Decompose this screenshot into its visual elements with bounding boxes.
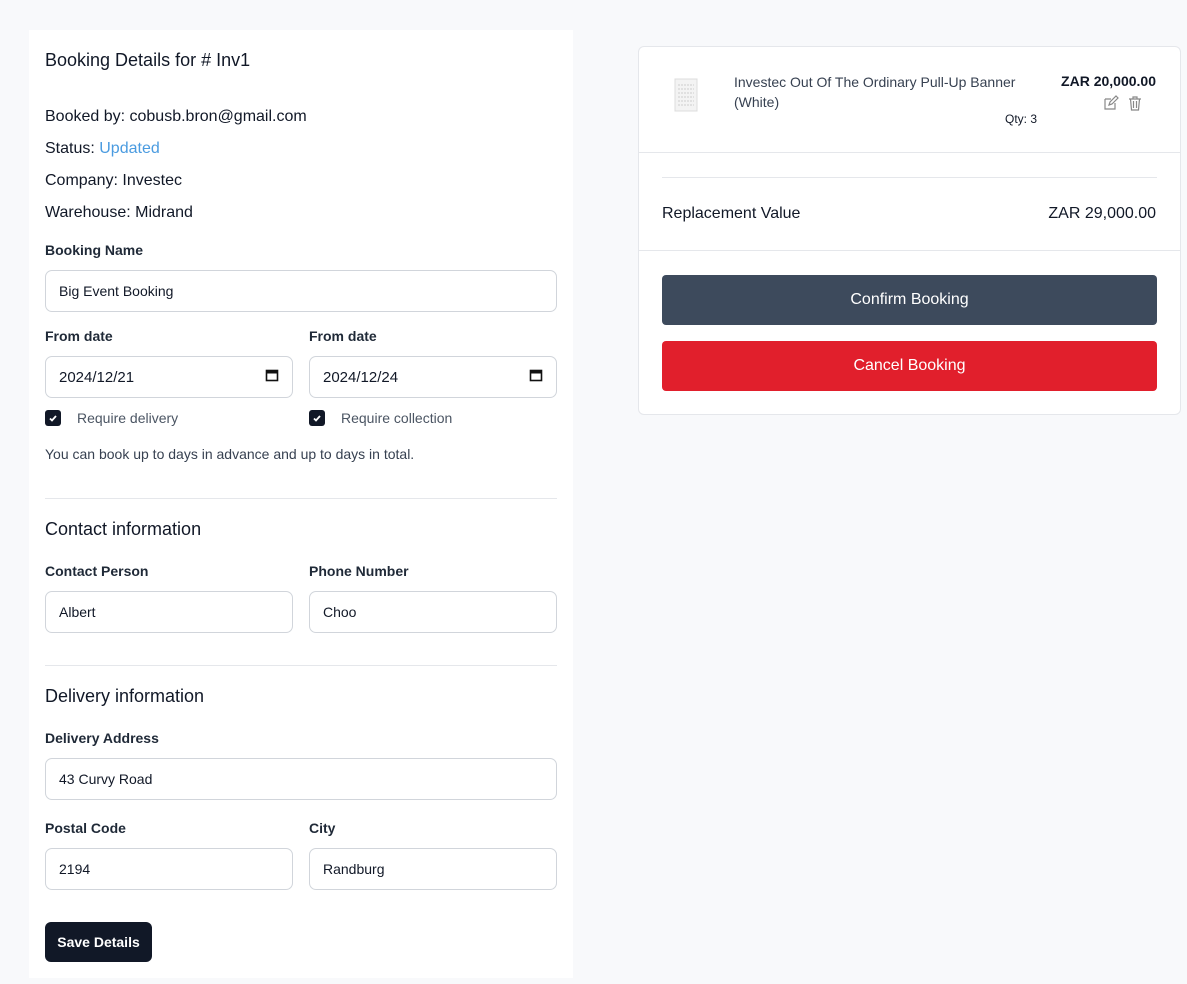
booked-by-value: cobusb.bron@gmail.com [129, 108, 307, 125]
company-label: Company: [45, 172, 123, 189]
check-icon [49, 415, 57, 422]
require-collection-label: Require collection [341, 410, 453, 426]
require-delivery-checkbox[interactable] [45, 410, 61, 426]
product-name: Investec Out Of The Ordinary Pull-Up Ban… [734, 74, 1016, 110]
warehouse: Warehouse: Midrand [45, 204, 193, 222]
warehouse-value: Midrand [135, 204, 193, 221]
status: Status: Updated [45, 140, 160, 158]
delivery-heading: Delivery information [45, 686, 205, 706]
divider [662, 177, 1157, 178]
postal-code-value: 2194 [59, 861, 91, 877]
postal-code-input[interactable]: 2194 [45, 848, 293, 890]
trash-icon[interactable] [1127, 95, 1143, 116]
check-icon [313, 415, 321, 422]
company-value: Investec [122, 172, 182, 189]
edit-icon[interactable] [1103, 95, 1119, 116]
status-value: Updated [99, 140, 160, 157]
booking-name-label: Booking Name [45, 242, 144, 258]
divider [45, 498, 557, 499]
replacement-value: ZAR 29,000.00 [1048, 205, 1156, 222]
booked-by: Booked by: cobusb.bron@gmail.com [45, 108, 307, 126]
divider [639, 152, 1180, 153]
cancel-booking-button[interactable]: Cancel Booking [662, 341, 1157, 391]
save-details-button[interactable]: Save Details [45, 922, 152, 962]
divider [639, 250, 1180, 251]
address-input[interactable]: 43 Curvy Road [45, 758, 557, 800]
to-date-value: 2024/12/24 [323, 368, 399, 386]
booking-name-value: Big Event Booking [59, 283, 174, 299]
booking-details-panel: Booking Details for # Inv1 Booked by: co… [29, 30, 573, 978]
calendar-icon[interactable] [265, 368, 279, 386]
city-value: Randburg [323, 861, 385, 877]
replacement-value-label: Replacement Value [662, 205, 801, 222]
status-label: Status: [45, 140, 100, 157]
booked-by-label: Booked by: [45, 108, 130, 125]
from-date-value: 2024/12/21 [59, 368, 135, 386]
company: Company: Investec [45, 172, 182, 190]
require-collection-checkbox[interactable] [309, 410, 325, 426]
phone-value: Choo [323, 604, 357, 620]
city-label: City [309, 820, 336, 836]
help-text: You can book up to days in advance and u… [45, 446, 415, 462]
page-title: Booking Details for # Inv1 [45, 50, 251, 70]
product-thumbnail [671, 77, 701, 113]
contact-person-label: Contact Person [45, 563, 149, 579]
booking-summary-card: Investec Out Of The Ordinary Pull-Up Ban… [638, 46, 1181, 415]
from-date-input[interactable]: 2024/12/21 [45, 356, 293, 398]
calendar-icon[interactable] [529, 368, 543, 386]
city-input[interactable]: Randburg [309, 848, 557, 890]
address-value: 43 Curvy Road [59, 771, 153, 787]
contact-person-input[interactable]: Albert [45, 591, 293, 633]
confirm-booking-button[interactable]: Confirm Booking [662, 275, 1157, 325]
to-date-label: From date [309, 328, 377, 344]
from-date-label: From date [45, 328, 113, 344]
warehouse-label: Warehouse: [45, 204, 136, 221]
postal-code-label: Postal Code [45, 820, 126, 836]
address-label: Delivery Address [45, 730, 159, 746]
booking-name-input[interactable]: Big Event Booking [45, 270, 557, 312]
product-qty: Qty: 3 [1005, 112, 1038, 126]
divider [45, 665, 557, 666]
phone-label: Phone Number [309, 563, 409, 579]
phone-input[interactable]: Choo [309, 591, 557, 633]
product-price: ZAR 20,000.00 [1061, 73, 1156, 89]
contact-person-value: Albert [59, 604, 96, 620]
contact-heading: Contact information [45, 519, 202, 539]
require-delivery-label: Require delivery [77, 410, 179, 426]
to-date-input[interactable]: 2024/12/24 [309, 356, 557, 398]
item-actions [1103, 95, 1143, 116]
